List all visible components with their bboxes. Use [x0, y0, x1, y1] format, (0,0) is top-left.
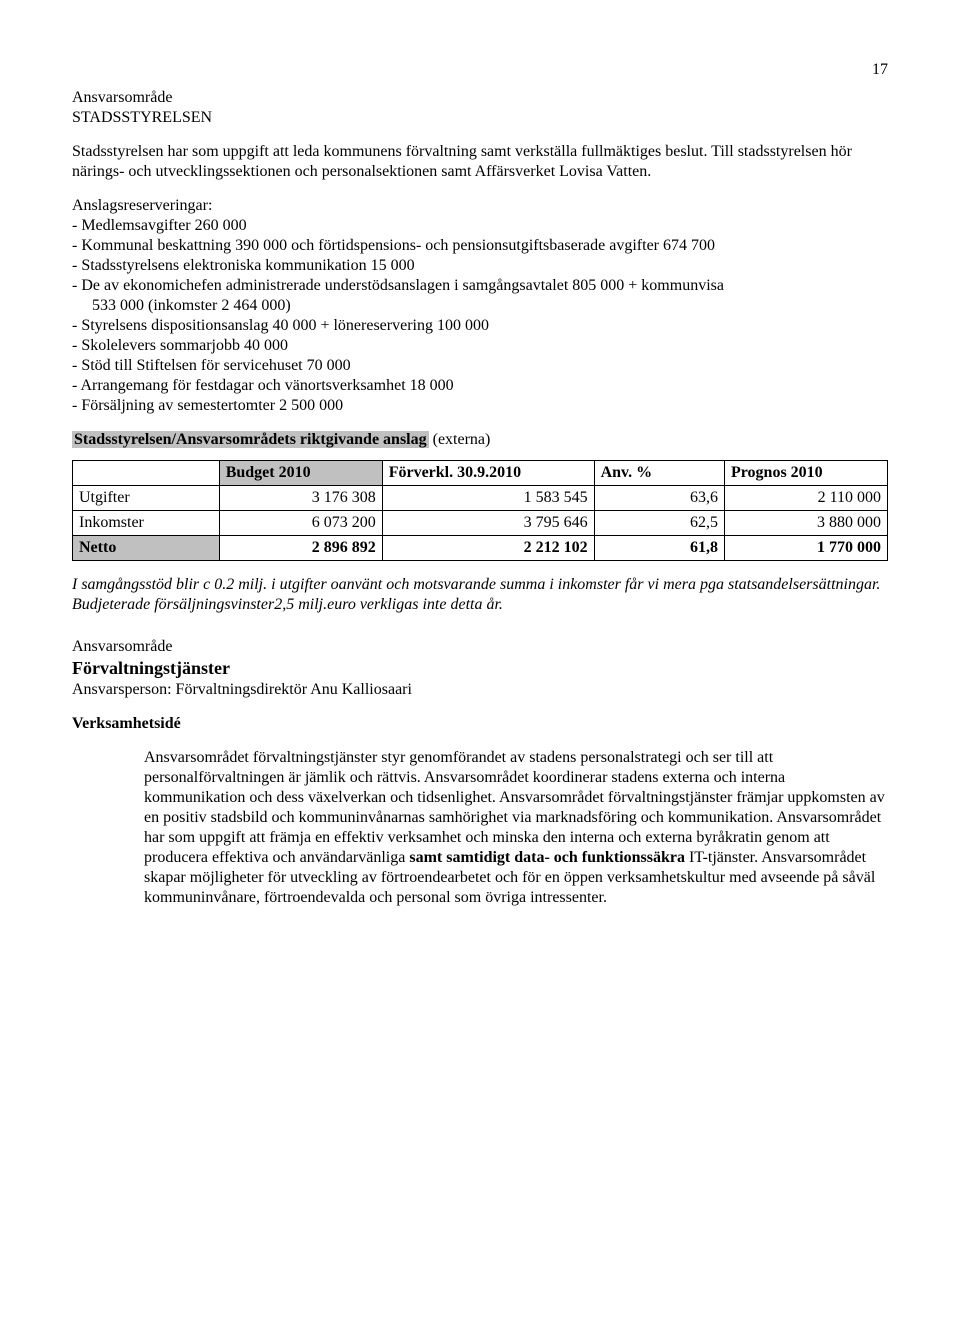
table-row-netto: Netto 2 896 892 2 212 102 61,8 1 770 000 [73, 536, 888, 561]
row-label-netto: Netto [73, 536, 220, 561]
table-header-anv: Anv. % [594, 461, 724, 486]
reservation-item: - Skolelevers sommarjobb 40 000 [72, 336, 888, 356]
section2-label: Ansvarsområde [72, 637, 888, 657]
reservation-item: - Stöd till Stiftelsen för servicehuset … [72, 356, 888, 376]
row-cell: 62,5 [594, 511, 724, 536]
row-label: Utgifter [73, 486, 220, 511]
reservation-item: - Arrangemang för festdagar och vänortsv… [72, 376, 888, 396]
row-cell: 2 110 000 [724, 486, 887, 511]
row-cell: 3 176 308 [219, 486, 382, 511]
row-cell: 6 073 200 [219, 511, 382, 536]
table-row: Inkomster 6 073 200 3 795 646 62,5 3 880… [73, 511, 888, 536]
row-cell: 3 795 646 [382, 511, 594, 536]
reservations-block: Anslagsreserveringar: - Medlemsavgifter … [72, 196, 888, 416]
verksamhetside-body: Ansvarsområdet förvaltningstjänster styr… [144, 748, 888, 908]
budget-table: Budget 2010 Förverkl. 30.9.2010 Anv. % P… [72, 460, 888, 561]
intro-paragraph: Stadsstyrelsen har som uppgift att leda … [72, 142, 888, 182]
reservation-item: - Medlemsavgifter 260 000 [72, 216, 888, 236]
table-subheading: Stadsstyrelsen/Ansvarsområdets riktgivan… [72, 431, 429, 448]
reservation-item: - Kommunal beskattning 390 000 och förti… [72, 236, 888, 256]
italic-note: I samgångsstöd blir c 0.2 milj. i utgift… [72, 575, 888, 615]
table-header-prognos: Prognos 2010 [724, 461, 887, 486]
row-cell: 2 896 892 [219, 536, 382, 561]
row-cell: 1 583 545 [382, 486, 594, 511]
section-title: STADSSTYRELSEN [72, 108, 888, 128]
section2-person: Ansvarsperson: Förvaltningsdirektör Anu … [72, 680, 888, 700]
row-cell: 2 212 102 [382, 536, 594, 561]
reservation-item: - De av ekonomichefen administrerade und… [72, 276, 888, 296]
row-cell: 61,8 [594, 536, 724, 561]
table-header-blank [73, 461, 220, 486]
reservation-item: - Försäljning av semestertomter 2 500 00… [72, 396, 888, 416]
row-cell: 3 880 000 [724, 511, 887, 536]
table-subheading-wrap: Stadsstyrelsen/Ansvarsområdets riktgivan… [72, 430, 888, 450]
body-part-bold: samt samtidigt data- och funktionssäkra [409, 849, 685, 866]
table-header-budget: Budget 2010 [219, 461, 382, 486]
reservation-item-indent: 533 000 (inkomster 2 464 000) [72, 296, 888, 316]
row-cell: 1 770 000 [724, 536, 887, 561]
reservation-item: - Stadsstyrelsens elektroniska kommunika… [72, 256, 888, 276]
table-row: Utgifter 3 176 308 1 583 545 63,6 2 110 … [73, 486, 888, 511]
reservation-item: - Styrelsens dispositionsanslag 40 000 +… [72, 316, 888, 336]
table-header-forverkl: Förverkl. 30.9.2010 [382, 461, 594, 486]
section-label: Ansvarsområde [72, 88, 888, 108]
table-subheading-suffix: (externa) [429, 431, 491, 448]
row-cell: 63,6 [594, 486, 724, 511]
table-header-row: Budget 2010 Förverkl. 30.9.2010 Anv. % P… [73, 461, 888, 486]
section2-title: Förvaltningstjänster [72, 657, 888, 680]
row-label: Inkomster [73, 511, 220, 536]
page-number: 17 [72, 60, 888, 80]
reservations-heading: Anslagsreserveringar: [72, 196, 888, 216]
verksamhetside-heading: Verksamhetsidé [72, 714, 888, 734]
table-body: Utgifter 3 176 308 1 583 545 63,6 2 110 … [73, 486, 888, 561]
